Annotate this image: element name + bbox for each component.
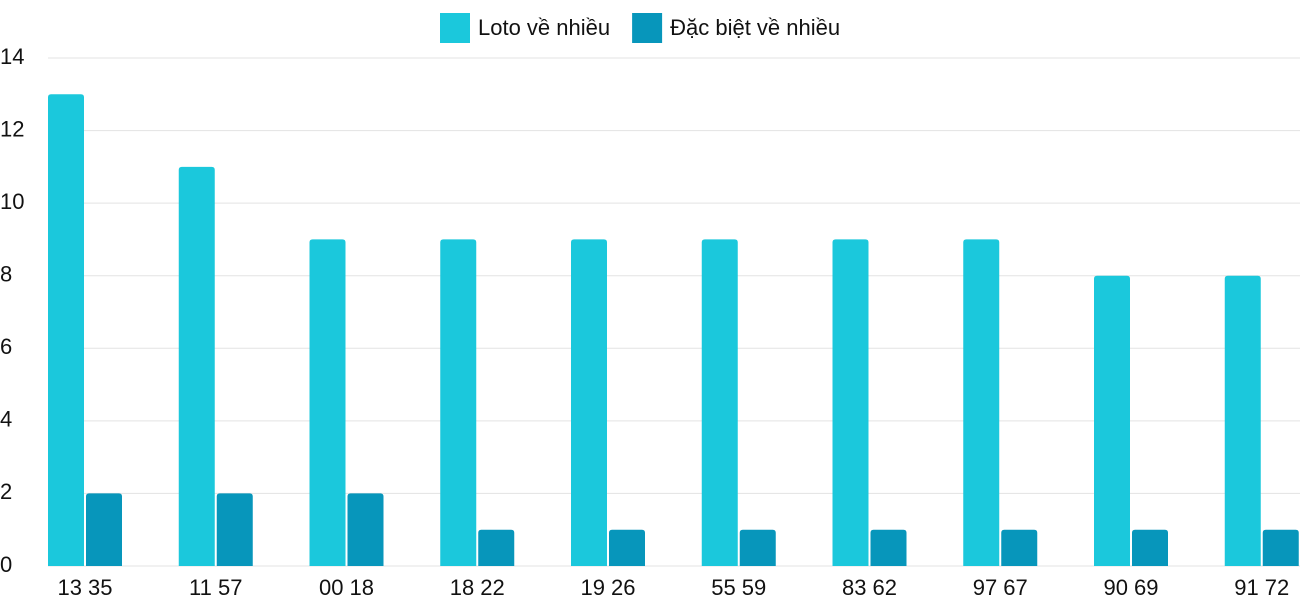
- y-tick-label: 8: [0, 262, 12, 287]
- legend-swatch: [440, 13, 470, 43]
- bar: [609, 529, 645, 566]
- y-tick-label: 12: [0, 116, 24, 141]
- bar: [1262, 529, 1299, 566]
- y-tick-label: 6: [0, 334, 12, 359]
- bar: [440, 239, 477, 566]
- x-tick-label: 97 67: [973, 575, 1028, 600]
- x-tick-label: 00 18: [319, 575, 374, 600]
- y-tick-label: 4: [0, 407, 12, 432]
- y-tick-label: 2: [0, 479, 12, 504]
- bar: [86, 493, 122, 566]
- bar: [571, 239, 607, 566]
- legend-label: Đặc biệt về nhiều: [670, 15, 840, 40]
- x-tick-label: 83 62: [842, 575, 897, 600]
- bar: [48, 94, 84, 567]
- bar: [216, 493, 253, 566]
- y-tick-label: 10: [0, 189, 24, 214]
- legend-label: Loto về nhiều: [478, 15, 610, 40]
- bar: [1094, 275, 1130, 566]
- bar: [478, 529, 515, 566]
- x-tick-label: 91 72: [1234, 575, 1289, 600]
- bar: [347, 493, 384, 566]
- bar: [870, 529, 907, 566]
- bar: [1001, 529, 1038, 566]
- x-tick-label: 55 59: [711, 575, 766, 600]
- bar: [1132, 529, 1168, 566]
- x-tick-label: 13 35: [57, 575, 112, 600]
- bar: [1224, 275, 1261, 566]
- x-tick-label: 90 69: [1103, 575, 1158, 600]
- bar: [832, 239, 869, 566]
- x-tick-label: 18 22: [450, 575, 505, 600]
- bar: [739, 529, 776, 566]
- bar: [309, 239, 346, 566]
- y-tick-label: 14: [0, 44, 24, 69]
- bar: [963, 239, 1000, 566]
- legend-swatch: [632, 13, 663, 43]
- x-tick-label: 11 57: [189, 575, 242, 600]
- bar: [701, 239, 738, 566]
- bar: [178, 166, 215, 566]
- x-tick-label: 19 26: [580, 575, 635, 600]
- y-tick-label: 0: [0, 552, 12, 577]
